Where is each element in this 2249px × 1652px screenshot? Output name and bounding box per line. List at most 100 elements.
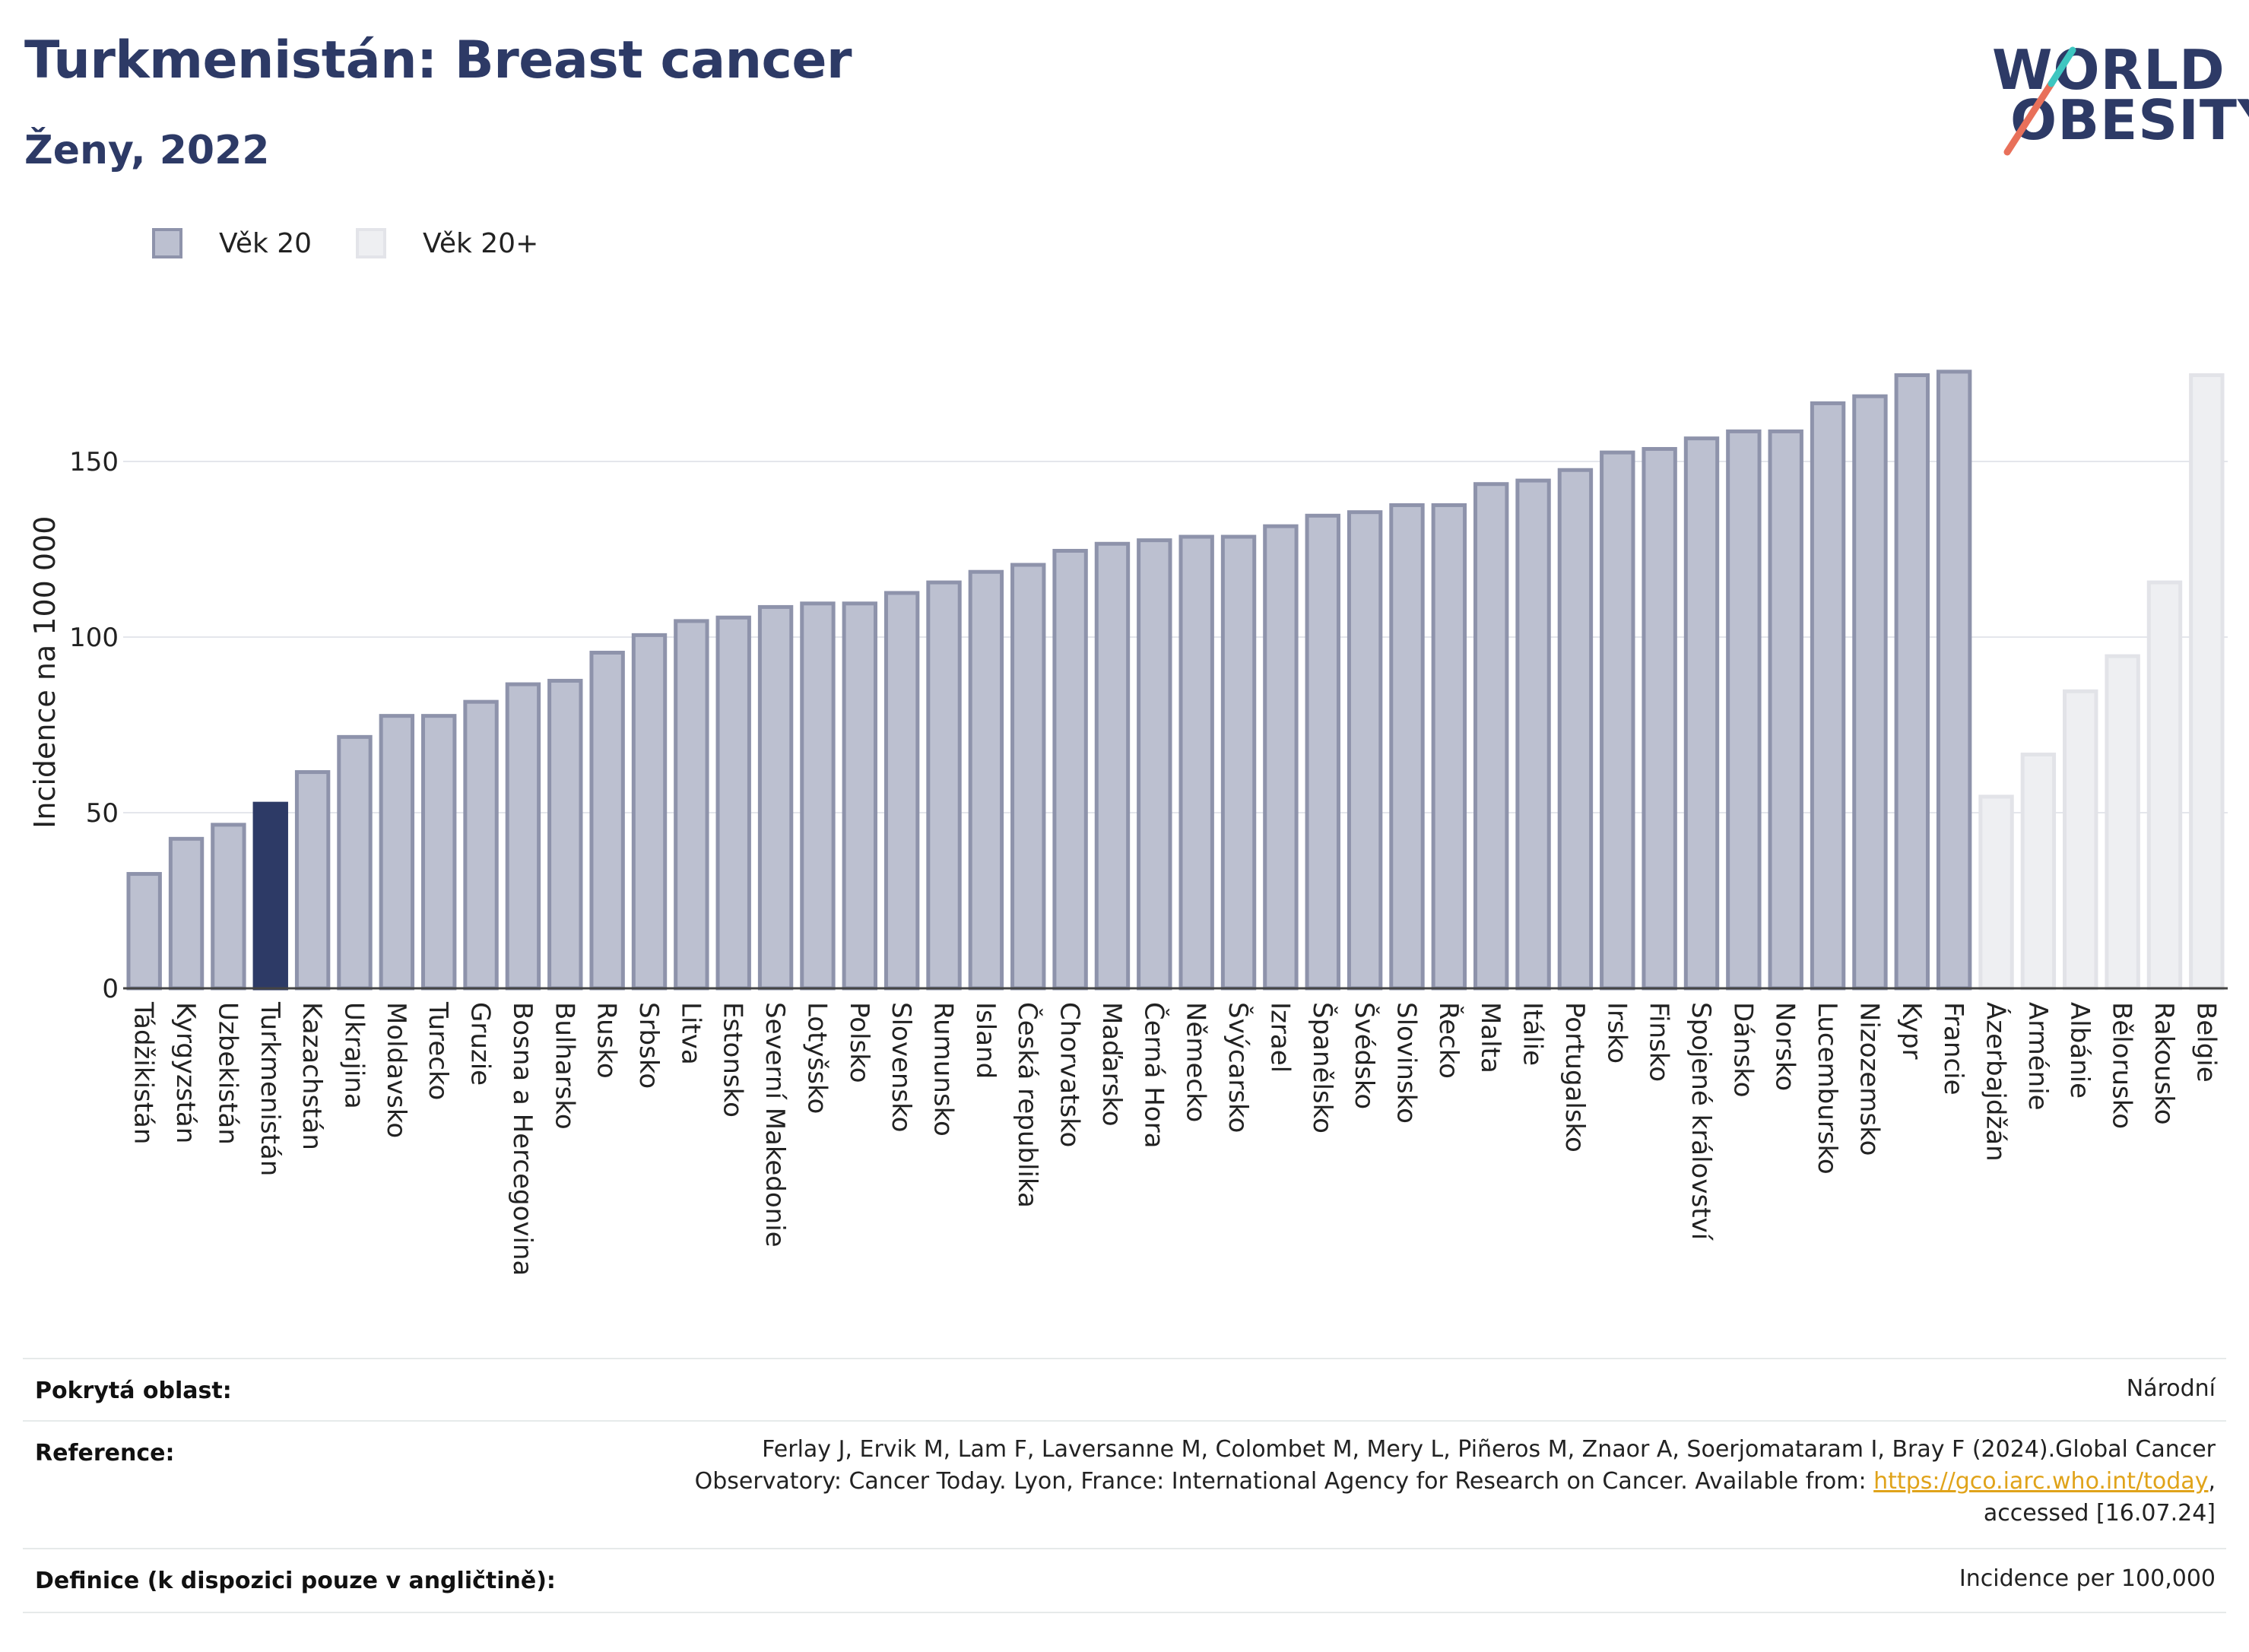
- bar-chart: 0 50 100 150 Incidence na 100 000 Tádžikistán…: [28, 369, 2228, 1276]
- x-tick-label-1: Kyrgyzstán: [170, 1002, 201, 1143]
- reference-label: Reference:: [35, 1440, 175, 1467]
- bar-1: [168, 836, 205, 991]
- x-tick-label-5: Ukrajina: [338, 1002, 369, 1109]
- bar-9: [505, 682, 541, 991]
- bar-21: [1010, 563, 1046, 991]
- legend-swatch-age20: [152, 228, 182, 258]
- bar-23: [1094, 541, 1131, 991]
- bar-19: [926, 580, 962, 991]
- x-tick-label-31: Řecko: [1433, 1002, 1464, 1079]
- reference-line-2-comma: ,: [2208, 1468, 2216, 1495]
- bar-11: [589, 650, 625, 991]
- x-tick-label-33: Itálie: [1518, 1002, 1548, 1066]
- bar-43: [1936, 369, 1972, 991]
- bar-22: [1052, 549, 1088, 991]
- x-tick-label-36: Finsko: [1644, 1002, 1674, 1082]
- x-tick-label-27: Izrael: [1264, 1002, 1295, 1073]
- x-tick-label-6: Moldavsko: [381, 1002, 411, 1138]
- legend-label-age20plus: Věk 20+: [423, 228, 539, 259]
- y-tick-label-150: 150: [69, 447, 119, 477]
- x-tick-label-15: Severní Makedonie: [760, 1002, 790, 1248]
- bar-12: [631, 633, 668, 991]
- bar-8: [463, 699, 499, 991]
- x-tick-label-32: Malta: [1475, 1002, 1505, 1073]
- bar-42: [1894, 373, 1930, 991]
- reference-line-2: Observatory: Cancer Today. Lyon, France:…: [391, 1466, 2216, 1498]
- definition-value: Incidence per 100,000: [1959, 1565, 2216, 1592]
- x-tick-label-17: Polsko: [844, 1002, 874, 1083]
- bar-46: [2063, 689, 2098, 991]
- logo-line-2: OBESITY: [2010, 88, 2249, 152]
- x-tick-label-20: Island: [970, 1002, 1001, 1079]
- x-tick-label-45: Arménie: [2022, 1002, 2053, 1111]
- reference-line-2-text: Observatory: Cancer Today. Lyon, France:…: [694, 1468, 1874, 1495]
- x-tick-label-11: Rusko: [592, 1002, 622, 1079]
- info-row-definition: Definice (k dispozici pouze v angličtině…: [23, 1548, 2226, 1613]
- bar-32: [1473, 482, 1509, 991]
- y-tick-label-100: 100: [69, 623, 119, 653]
- bar-16: [800, 601, 836, 991]
- x-tick-label-35: Irsko: [1601, 1002, 1632, 1064]
- bar-48: [2146, 580, 2183, 991]
- page-subtitle: Ženy, 2022: [24, 128, 270, 173]
- x-tick-label-41: Nizozemsko: [1854, 1002, 1884, 1156]
- bar-45: [2020, 752, 2057, 991]
- bar-24: [1137, 538, 1172, 991]
- bar-35: [1600, 450, 1635, 991]
- x-tick-label-24: Černá Hora: [1138, 1002, 1169, 1148]
- bar-13: [674, 619, 709, 991]
- x-tick-label-12: Srbsko: [633, 1002, 664, 1089]
- bar-7: [421, 714, 457, 991]
- x-tick-label-34: Portugalsko: [1559, 1002, 1590, 1153]
- x-tick-label-42: Kypr: [1896, 1002, 1927, 1060]
- bar-47: [2105, 654, 2140, 991]
- x-tick-label-21: Česká republika: [1012, 1002, 1043, 1208]
- bar-33: [1515, 478, 1551, 991]
- x-tick-label-7: Turecko: [423, 1001, 453, 1100]
- x-tick-label-14: Estonsko: [718, 1002, 748, 1118]
- bar-28: [1305, 513, 1340, 991]
- bar-40: [1810, 401, 1846, 991]
- coverage-value: Národní: [2126, 1375, 2216, 1402]
- bar-6: [379, 714, 415, 991]
- x-tick-label-0: Tádžikistán: [128, 1001, 159, 1144]
- x-tick-label-18: Slovensko: [886, 1002, 916, 1132]
- bar-25: [1178, 534, 1214, 991]
- x-tick-label-28: Španělsko: [1307, 1002, 1338, 1134]
- bar-5: [337, 734, 373, 991]
- bar-34: [1557, 468, 1594, 991]
- x-tick-label-49: Belgie: [2190, 1002, 2221, 1083]
- bar-2: [211, 823, 246, 991]
- y-tick-label-50: 50: [86, 798, 119, 829]
- x-tick-label-29: Švédsko: [1349, 1002, 1380, 1109]
- x-tick-label-25: Německo: [1181, 1002, 1211, 1122]
- world-obesity-logo: WORLD OBESITY: [1977, 38, 2249, 160]
- bar-39: [1768, 429, 1803, 991]
- x-tick-label-22: Chorvatsko: [1055, 1002, 1085, 1147]
- definition-label: Definice (k dispozici pouze v angličtině…: [35, 1568, 556, 1594]
- bar-37: [1683, 436, 1720, 991]
- x-tick-label-40: Lucembursko: [1812, 1002, 1842, 1175]
- x-tick-label-23: Maďarsko: [1096, 1002, 1127, 1127]
- x-tick-label-10: Bulharsko: [549, 1002, 579, 1130]
- bar-4: [294, 770, 331, 991]
- bar-26: [1220, 534, 1257, 991]
- legend-label-age20: Věk 20: [219, 228, 312, 259]
- bar-36: [1642, 447, 1677, 991]
- x-tick-label-2: Uzbekistán: [212, 1002, 243, 1145]
- x-tick-label-44: Ázerbajdžán: [1981, 1002, 2012, 1162]
- x-tick-label-9: Bosna a Hercegovina: [507, 1002, 538, 1276]
- bar-44: [1978, 794, 2014, 991]
- logo-slash-icon: [2003, 46, 2076, 156]
- x-tick-label-3: Turkmenistán: [255, 1001, 285, 1176]
- bar-20: [968, 569, 1004, 991]
- x-tick-label-4: Kazachstán: [297, 1002, 327, 1150]
- x-tick-label-43: Francie: [1938, 1002, 1968, 1096]
- x-tick-label-38: Dánsko: [1727, 1002, 1758, 1098]
- reference-line-1: Ferlay J, Ervik M, Lam F, Laversanne M, …: [762, 1436, 2216, 1463]
- x-tick-label-26: Švýcarsko: [1223, 1002, 1254, 1133]
- x-tick-label-39: Norsko: [1770, 1002, 1800, 1091]
- bar-49: [2189, 373, 2225, 991]
- coverage-label: Pokrytá oblast:: [35, 1378, 232, 1404]
- reference-link[interactable]: https://gco.iarc.who.int/today: [1873, 1468, 2209, 1495]
